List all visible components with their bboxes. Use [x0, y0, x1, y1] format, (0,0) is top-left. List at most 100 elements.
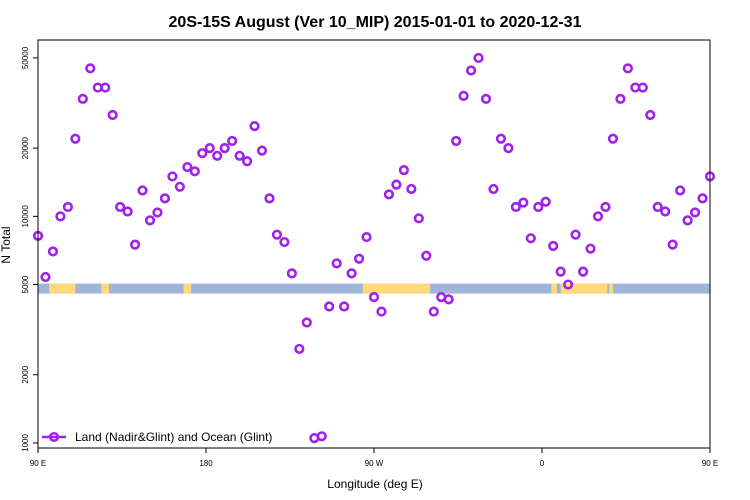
data-point [563, 279, 574, 290]
x-tick-label: 180 [199, 459, 213, 468]
data-point [241, 156, 253, 167]
x-tick-label: 90 E [702, 459, 718, 468]
data-point [592, 211, 604, 222]
data-point [406, 183, 417, 195]
data-point [518, 197, 529, 208]
data-point [271, 229, 283, 240]
data-point [316, 431, 327, 442]
data-point [122, 206, 133, 217]
data-point [100, 82, 111, 93]
data-point [600, 201, 611, 213]
data-point [458, 90, 469, 101]
surface-band [38, 283, 710, 294]
data-point [413, 213, 424, 224]
data-point [473, 52, 484, 64]
data-point [675, 185, 686, 196]
x-tick-label: 0 [540, 459, 545, 468]
y-tick-label: 50000 [21, 46, 30, 69]
y-tick-label: 10000 [21, 205, 30, 228]
data-point [256, 145, 268, 156]
data-point [510, 201, 521, 213]
y-axis-label: N Total [0, 226, 13, 263]
data-point [40, 271, 51, 283]
land-band-segment [183, 283, 192, 294]
data-point [585, 243, 596, 254]
data-point [503, 143, 514, 154]
data-point [480, 93, 492, 104]
data-point [331, 258, 342, 269]
data-point [212, 150, 223, 161]
data-point [234, 150, 245, 161]
data-point [540, 196, 551, 207]
data-point [189, 166, 200, 177]
data-point [227, 135, 238, 147]
data-point [144, 215, 156, 226]
data-point [47, 246, 59, 257]
data-point [107, 109, 118, 121]
data-point [368, 292, 380, 303]
data-point [652, 201, 663, 213]
data-point [488, 183, 499, 195]
data-point [570, 229, 581, 240]
data-point [689, 207, 701, 218]
land-band-segment [396, 283, 430, 294]
data-point [286, 268, 297, 279]
land-band-segment [609, 283, 613, 294]
legend: Land (Nadir&Glint) and Ocean (Glint) [42, 430, 272, 444]
data-point [376, 306, 387, 317]
data-point [353, 253, 365, 264]
x-tick-label: 90 E [30, 459, 46, 468]
x-axis-label: Longitude (deg E) [327, 477, 422, 491]
data-point [697, 193, 708, 204]
data-point [607, 133, 619, 144]
chart-title: 20S-15S August (Ver 10_MIP) 2015-01-01 t… [169, 14, 582, 31]
data-point [615, 93, 626, 104]
data-point [428, 306, 439, 317]
data-point [398, 164, 409, 176]
data-point [152, 207, 163, 218]
land-band-segment [362, 283, 401, 294]
data-point [129, 239, 141, 250]
data-point [62, 201, 73, 213]
data-point [204, 143, 215, 154]
data-point [197, 148, 208, 159]
data-point [361, 231, 372, 243]
y-axis: 1000 2000 5000 10000 20000 50000 [21, 46, 38, 452]
land-band-segment [49, 283, 76, 294]
data-point [346, 268, 357, 279]
data-point [167, 171, 178, 182]
data-point [451, 135, 462, 147]
legend-entry: Land (Nadir&Glint) and Ocean (Glint) [75, 430, 272, 444]
y-tick-label: 20000 [21, 136, 30, 159]
data-point [115, 201, 126, 213]
data-point [391, 179, 402, 190]
data-point [339, 301, 350, 312]
data-point [637, 82, 648, 93]
x-axis: 90 E 180 90 W 0 90 E [30, 448, 718, 468]
x-tick-label: 90 W [365, 459, 384, 468]
data-point [324, 301, 335, 312]
data-point [159, 193, 171, 204]
data-point [294, 343, 305, 355]
data-point [383, 189, 395, 200]
land-band-segment [101, 283, 109, 294]
y-tick-label: 1000 [21, 434, 30, 452]
data-point [421, 250, 432, 261]
land-band-segment [551, 283, 557, 294]
legend-marker [48, 431, 60, 443]
data-point [577, 266, 589, 277]
data-point [301, 317, 312, 328]
data-point [77, 93, 88, 104]
data-point [555, 266, 566, 277]
data-point [682, 215, 693, 226]
data-point [533, 201, 544, 213]
data-point [465, 65, 477, 76]
data-point [55, 211, 66, 222]
data-point [85, 63, 96, 74]
y-tick-label: 5000 [21, 275, 30, 293]
data-points [32, 52, 716, 444]
data-point [443, 294, 454, 305]
data-point [70, 133, 81, 144]
data-point [525, 233, 536, 244]
